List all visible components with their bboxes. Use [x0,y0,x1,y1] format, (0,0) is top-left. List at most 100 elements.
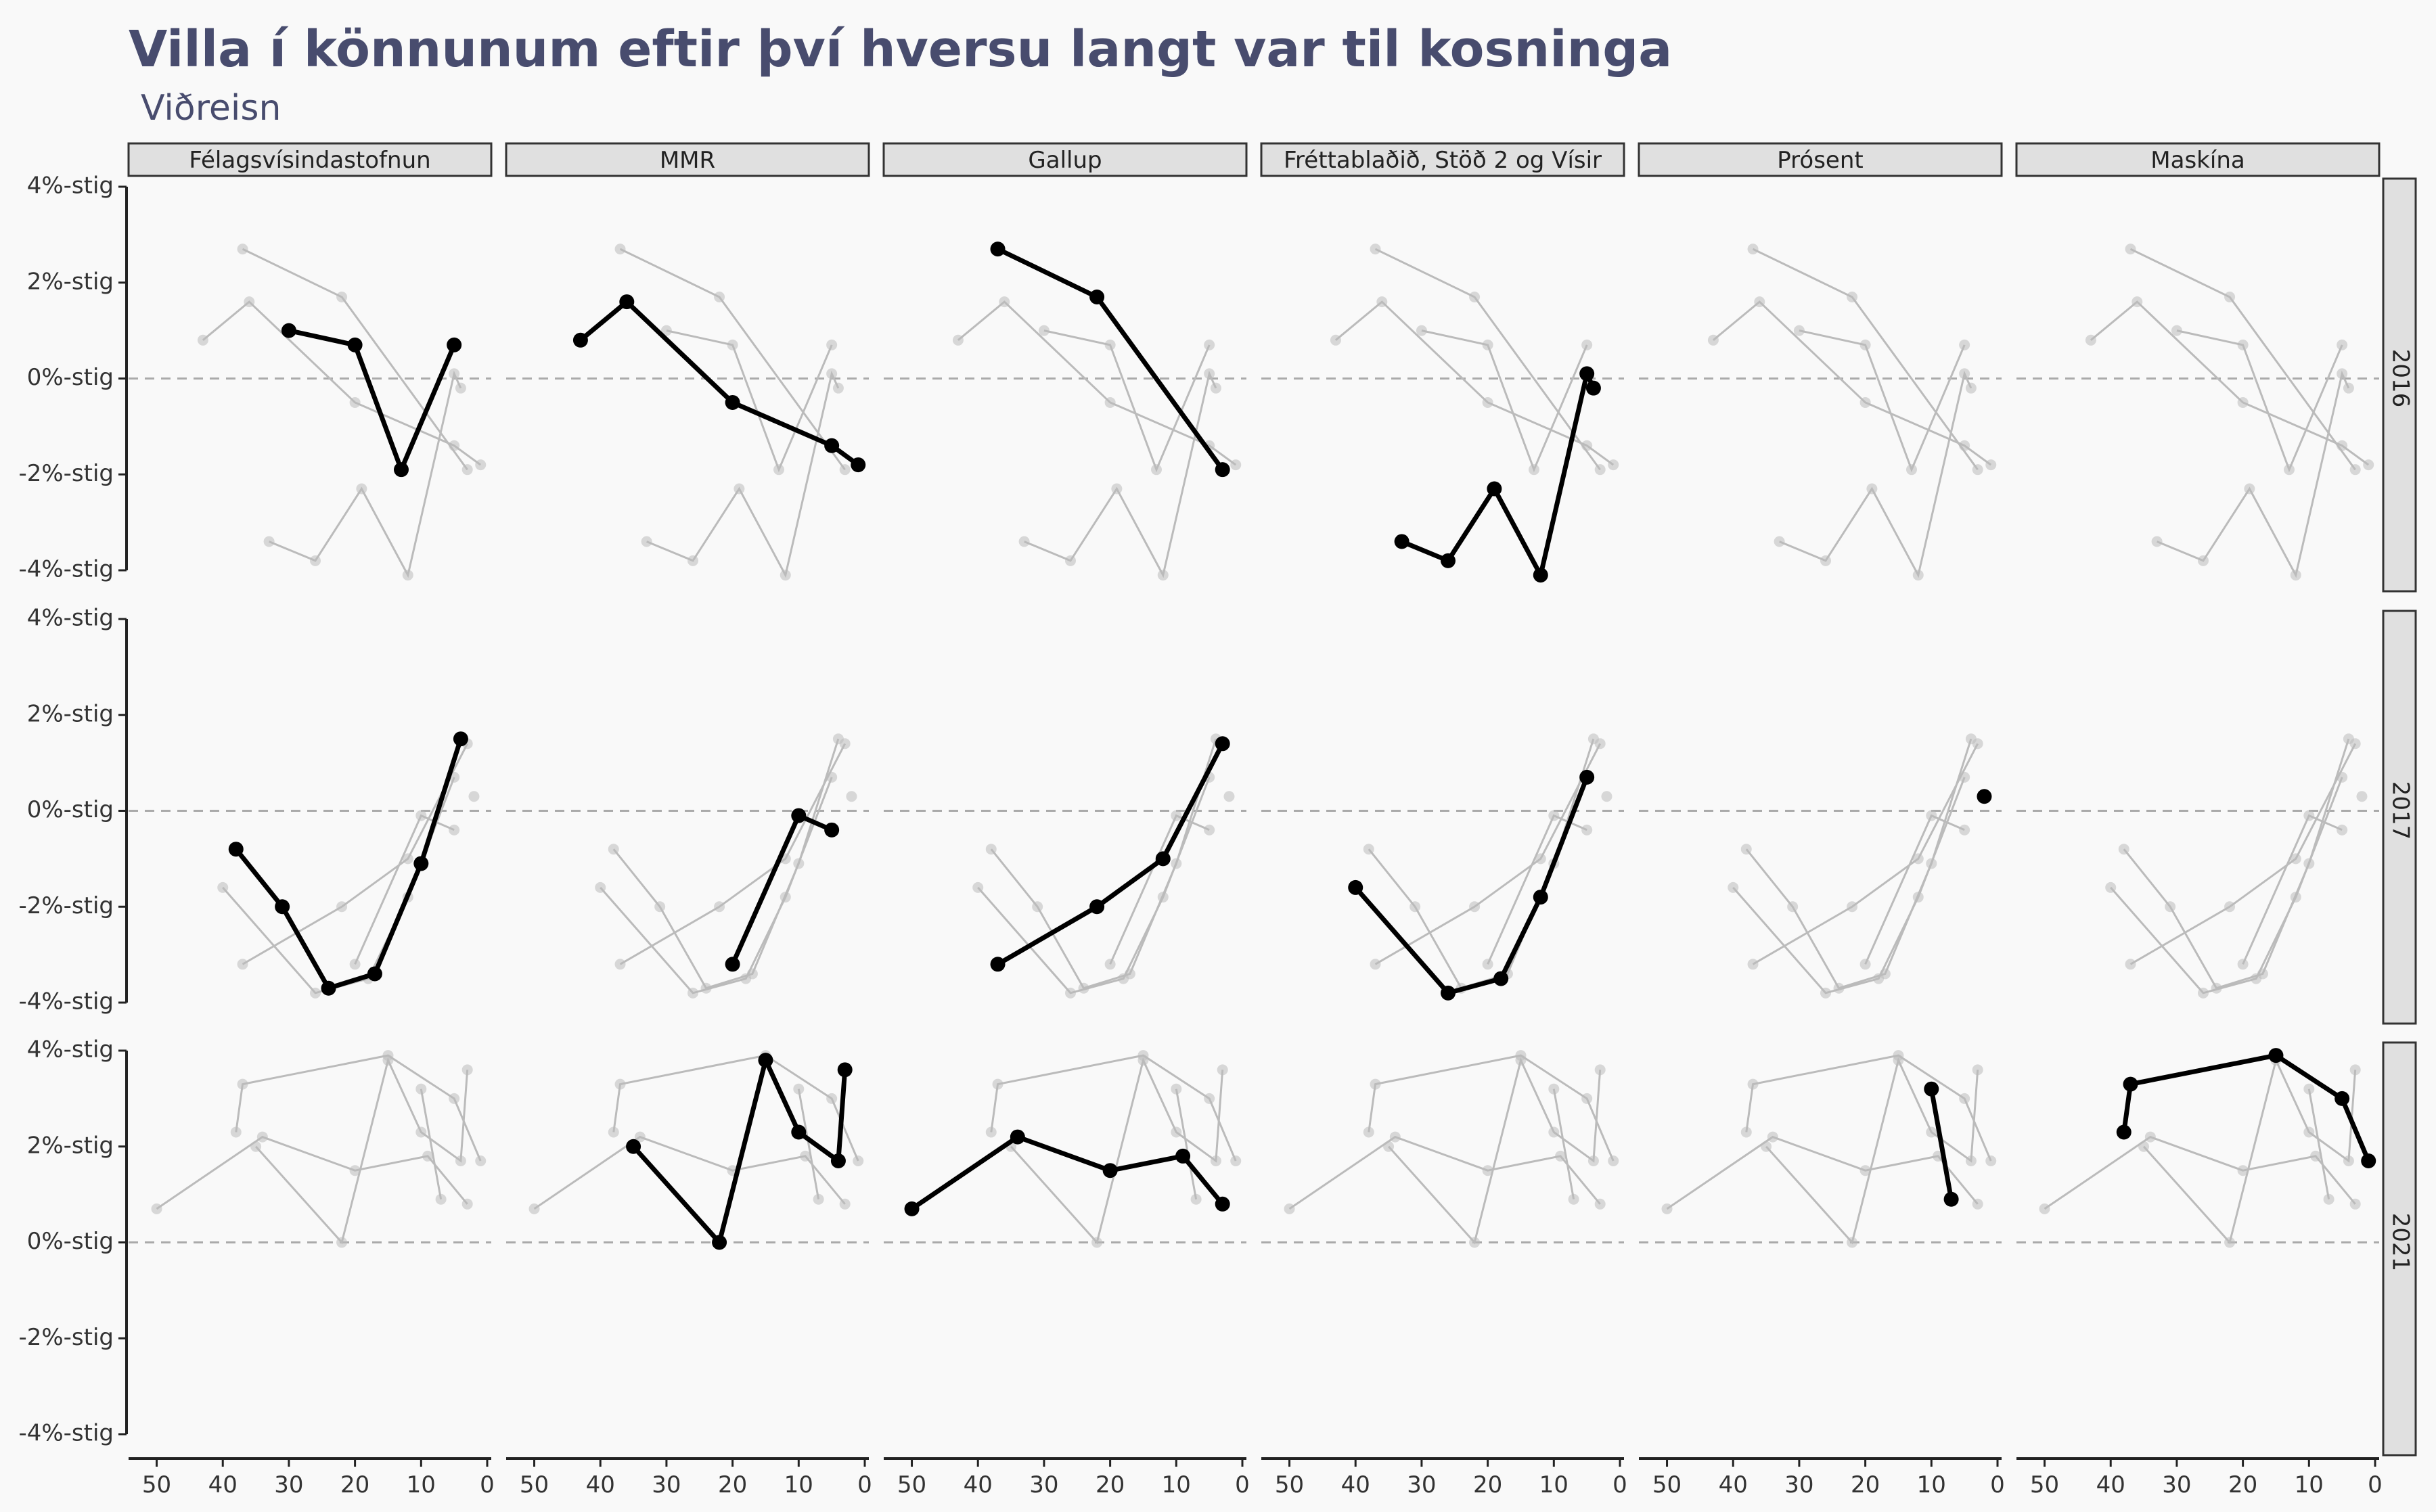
series-point-maskina-2021 [2334,1091,2350,1106]
background-point [1038,325,1050,336]
background-point [1926,1126,1937,1138]
background-point [2224,292,2236,303]
background-point [1581,1093,1593,1104]
background-point [1515,1050,1527,1061]
background-point [2198,555,2209,566]
background-point [1587,1155,1599,1167]
background-point [2363,459,2374,471]
background-point [468,791,480,802]
background-point [1204,1093,1215,1104]
series-point-frettabla-i-sto-2-og-visir-2016 [1533,568,1548,583]
background-point [727,339,738,350]
series-point-frettabla-i-sto-2-og-visir-2016 [1394,534,1409,549]
background-point [2171,325,2182,336]
series-point-mmr-2016 [619,294,635,310]
background-point [2224,1237,2236,1248]
series-point-mmr-2016 [824,438,840,453]
background-point [1171,1126,1182,1138]
series-point-prosent-2021 [1943,1191,1959,1207]
background-line-felagsvisindastofnun [666,329,833,473]
background-point [237,244,248,255]
series-point-mmr-2016 [572,332,588,348]
background-point [528,1203,540,1214]
background-point [455,1155,466,1167]
background-point [1959,1093,1970,1104]
background-point [839,738,851,750]
background-point [1601,791,1612,802]
series-line-mmr-2017 [730,813,833,965]
background-point [2085,334,2096,346]
x-tick-label: 50 [520,1471,549,1498]
x-tick-label: 20 [718,1471,747,1498]
background-point [217,881,229,893]
background-point [455,382,466,394]
background-point [2118,844,2129,855]
background-point [800,1150,811,1162]
x-tick-label: 30 [652,1471,681,1498]
background-point [2303,810,2315,821]
background-point [151,1203,162,1214]
background-point [1859,1165,1871,1176]
series-point-mmr-2017 [791,808,807,823]
facet-strip-prosent [1638,142,2003,177]
x-tick-label: 10 [1917,1471,1946,1498]
series-line-felagsvisindastofnun-2017 [234,738,464,991]
background-line-mmr [1109,814,1210,965]
background-line-felagsvisindastofnun [1368,738,1595,990]
background-point [1859,339,1871,350]
background-line-mmr [1387,1057,1602,1245]
background-point [1926,810,1937,821]
background-point [1210,382,1221,394]
background-line-prosent [1175,1089,1198,1199]
facet-label-gallup: Gallup [1028,147,1102,174]
background-point [2337,339,2348,350]
background-point [1190,1193,1202,1205]
series-point-gallup-2017 [990,957,1006,972]
background-line-frettabla-i-sto-2-og-visir [2157,370,2350,578]
y-tick-label: -4%-stig [18,556,114,583]
background-point [1740,844,1752,855]
series-line-frettabla-i-sto-2-og-visir-2016 [1401,371,1596,578]
x-tick-label: 0 [1990,1471,2005,1498]
background-point [402,570,413,581]
facet-strip-2021 [2382,1041,2417,1457]
background-point [1972,1198,1983,1210]
background-point [2290,892,2301,903]
background-point [1065,987,1076,999]
chart-subtitle: Viðreisn [141,88,281,129]
background-point [1032,901,1043,913]
x-tick-label: 40 [964,1471,993,1498]
background-point [1787,901,1799,913]
series-point-frettabla-i-sto-2-og-visir-2016 [1487,481,1502,497]
background-point [2343,382,2354,394]
background-line-prosent [1552,1089,1575,1199]
background-point [1555,1150,1566,1162]
background-point [2349,1198,2361,1210]
background-point [2237,396,2249,408]
series-line-mmr-2021 [631,1057,848,1245]
background-line-gallup [1752,743,1979,965]
background-point [2138,1141,2150,1152]
series-point-mmr-2017 [725,957,740,972]
background-point [449,368,460,380]
facet-strip-felagsvisindastofnun [127,142,493,177]
background-point [2310,1150,2322,1162]
y-tick-label: 2%-stig [27,1132,114,1159]
series-point-felagsvisindastofnun-2016 [281,323,296,338]
background-line-mmr [2242,814,2343,965]
background-line-gallup [2129,743,2357,965]
x-tick-label: 50 [1275,1471,1304,1498]
background-point [1707,334,1719,346]
facet-strip-2016 [2382,177,2417,593]
background-point [614,244,626,255]
background-line-felagsvisindastofnun [990,738,1217,990]
background-line-frettabla-i-sto-2-og-visir [646,370,840,578]
x-tick-label: 0 [857,1471,872,1498]
background-point [2244,483,2255,495]
series-point-gallup-2021 [1102,1163,1118,1178]
background-point [402,853,413,865]
background-point [1416,325,1427,336]
x-tick-label: 30 [274,1471,303,1498]
series-line-gallup-2017 [996,742,1225,967]
